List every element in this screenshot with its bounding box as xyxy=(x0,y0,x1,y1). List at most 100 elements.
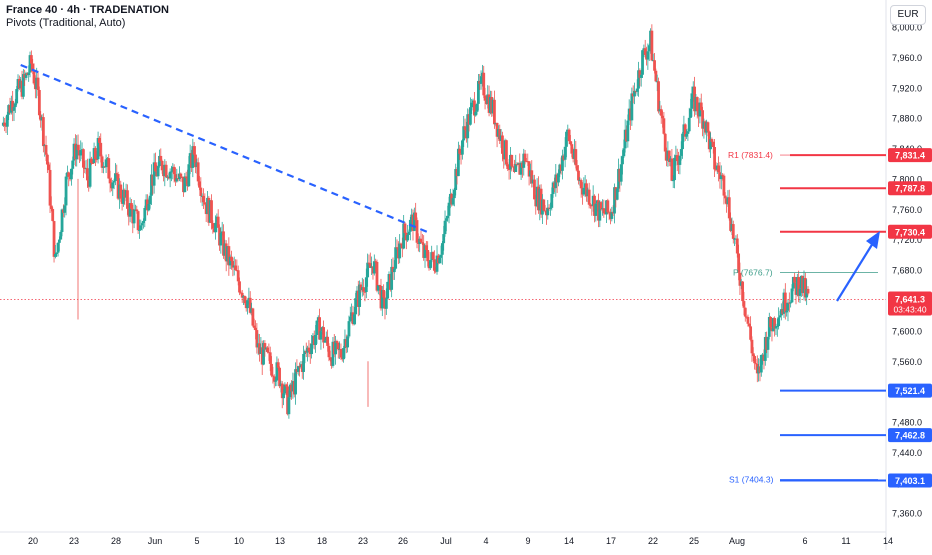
y-tick-label: 7,920.0 xyxy=(892,83,922,93)
candle-body xyxy=(136,211,140,231)
candle-body xyxy=(462,126,466,141)
candle-body xyxy=(339,349,343,358)
candle-body xyxy=(138,229,141,231)
candle-body xyxy=(650,30,654,61)
arrow-head-icon xyxy=(866,231,880,249)
symbol-title[interactable]: France 40 · 4h · TRADENATION xyxy=(6,4,169,16)
candle-body xyxy=(470,102,474,108)
x-tick-label: 9 xyxy=(525,536,530,546)
candle-body xyxy=(412,212,416,231)
candle-body xyxy=(527,161,531,177)
candle-body xyxy=(262,343,265,365)
candle-body xyxy=(47,164,51,170)
candle-body xyxy=(168,171,172,179)
candle-body xyxy=(775,326,779,328)
candle-body xyxy=(75,144,79,160)
candle-body xyxy=(749,326,753,340)
candle-body xyxy=(170,171,173,173)
candle-body xyxy=(514,163,518,172)
level-price-tag xyxy=(888,148,932,163)
candle-body xyxy=(210,200,213,224)
level-price-tag xyxy=(888,224,932,239)
candle-body xyxy=(710,139,714,142)
y-tick-label: 7,680.0 xyxy=(892,266,922,276)
candle-body xyxy=(27,72,31,76)
candle-body xyxy=(423,245,427,258)
candle-body xyxy=(234,265,237,271)
candle-body xyxy=(348,316,352,322)
candle-body xyxy=(100,156,104,168)
candle xyxy=(483,87,487,110)
candle-body xyxy=(76,144,80,151)
candle xyxy=(334,335,338,365)
candle-body xyxy=(363,291,367,293)
candle-body xyxy=(671,180,675,182)
candle-body xyxy=(599,202,603,210)
candle xyxy=(296,365,300,376)
candle-body xyxy=(706,122,710,132)
candle-body xyxy=(44,145,48,155)
candle xyxy=(82,148,85,179)
indicator-label[interactable]: Pivots (Traditional, Auto) xyxy=(6,17,126,29)
candle-body xyxy=(570,144,574,154)
candle-body xyxy=(71,160,75,169)
candle-body xyxy=(266,347,269,353)
candle xyxy=(577,165,580,185)
candle-body xyxy=(550,194,554,208)
candle-body xyxy=(29,55,33,64)
candle xyxy=(681,131,684,159)
candle xyxy=(797,270,801,303)
candle-body xyxy=(310,343,313,355)
candle xyxy=(368,252,372,269)
y-tick-label: 7,440.0 xyxy=(892,448,922,458)
candle-body xyxy=(626,120,630,142)
candle-body xyxy=(196,162,200,182)
x-tick-label: 25 xyxy=(689,536,699,546)
candle-body xyxy=(142,220,145,224)
candle-body xyxy=(793,276,797,283)
candle xyxy=(128,197,132,223)
candle xyxy=(60,208,64,237)
candle-body xyxy=(228,256,232,266)
candle-body xyxy=(639,74,643,78)
candle-body xyxy=(347,321,351,337)
candle-body xyxy=(435,255,439,272)
candle xyxy=(482,65,486,99)
candle xyxy=(342,345,346,363)
candle xyxy=(88,151,92,189)
x-tick-label: 23 xyxy=(358,536,368,546)
candle-body xyxy=(294,369,297,395)
candle-body xyxy=(582,187,586,195)
candle-body xyxy=(565,131,568,147)
current-price-tag xyxy=(888,291,932,316)
candle-body xyxy=(424,245,428,251)
candle-body xyxy=(174,174,177,182)
candle-body xyxy=(314,334,317,346)
level-price-label: 7,403.1 xyxy=(895,476,925,486)
candle xyxy=(476,74,480,111)
y-tick-label: 7,480.0 xyxy=(892,418,922,428)
candle xyxy=(606,198,610,215)
candle-body xyxy=(746,316,750,324)
candle-body xyxy=(711,141,715,148)
candle-body xyxy=(670,158,674,181)
candle-body xyxy=(667,150,671,163)
candle xyxy=(675,148,679,172)
candle xyxy=(774,323,778,336)
candle-body xyxy=(542,199,546,211)
candle xyxy=(750,336,754,362)
candle xyxy=(602,199,606,218)
candle xyxy=(51,207,55,222)
candle-body xyxy=(557,173,560,183)
candle xyxy=(505,139,508,167)
candle xyxy=(100,154,104,173)
candle-body xyxy=(384,298,388,309)
downtrend-line xyxy=(20,63,429,234)
candle-body xyxy=(252,325,256,328)
candle-body xyxy=(342,348,346,360)
y-tick-label: 8,000.0 xyxy=(892,23,922,33)
currency-button[interactable]: EUR xyxy=(890,5,926,25)
candle-body xyxy=(510,154,514,167)
